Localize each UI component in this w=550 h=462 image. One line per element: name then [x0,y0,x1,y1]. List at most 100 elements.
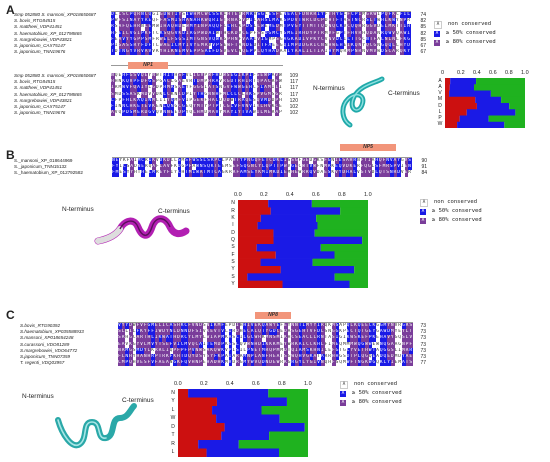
seq-num: 85 [420,24,426,31]
seq-name: S.margrebowiei_VDO64772 [20,347,78,353]
logo-bar [224,423,305,432]
legend-label: non conserved [354,381,398,387]
seq-name: Smp 052880 S. mansoni_XP018650687 [14,73,96,78]
seq-num: 67 [420,42,426,49]
logo-residue-label: L [171,406,175,413]
seq-name: S._mansoni_XP_018644969 [14,158,73,163]
logo-svg [445,78,525,129]
seq-names-a-bottom: Smp 052880 S. mansoni_XP018650687 S. bov… [14,73,96,116]
helix-structure-c [55,403,137,449]
logo-bar [501,96,525,104]
alignment-row: VYYDWFVFGMELICASHKCFVNDSNIKMFEPDIHHIVEKQ… [118,323,413,330]
logo-residue-label: M [437,96,443,103]
seq-nums-a-top: 74 82 85 82 85 67 67 [412,12,426,55]
logo-bar [449,84,474,91]
logo-bar [238,273,248,281]
panel-letter-a: A [6,3,15,17]
logo-bar [476,103,510,110]
legend-label: ≥ 50% conserved [432,208,482,214]
alignment-row: FYICSADNERQAFLAVFKDGPFAWNSQKTEEMSEFSQGNC… [112,164,412,171]
alignment-row: FEAVYYGPPSMFRWELFSGSIMTGNSVQWKGPHNFVAAIV… [111,36,411,43]
logo-tick-label: 1.0 [521,70,529,76]
logo-bar [206,448,279,458]
logo-residue-label: Y [231,266,235,273]
logo-residue-label: K [231,214,235,221]
logo-residue-label: F [231,251,235,258]
logo-bar [515,109,525,116]
logo-residue-label: N [231,200,235,207]
logo-bar [445,78,451,85]
legend-label: ≥ 80% conserved [352,399,402,405]
seq-names-a-top: Smp 052880 S. mansoni_XP018650687 S. bov… [14,12,96,55]
logo-tick-label: 0.6 [489,70,497,76]
logo-bar [457,121,505,129]
alignment-row: FINNCHKETEVKENLQNGCGEQYMTYPTPTCGLVFVNVIK… [111,103,283,111]
logo-residue-label: S [231,244,235,251]
c-terminus-label-a: C-terminus [388,90,420,97]
alignment-row: SLLILFKYFFIWDYNLDNNDFSIVKEVTVLIRDHECALQT… [118,329,413,336]
logo-bar [362,236,369,245]
logo-residue-label: T [171,432,175,439]
seq-name: S. japonicum_TNN19676 [14,49,66,55]
alignment-row: RSAFQEHRNLEMWIHAQHDLWMYINPAQQFCLHCKPDSLL… [111,24,411,31]
logo-residue-label: L [171,449,175,456]
logo-bar [256,244,321,252]
seq-num: 91 [421,164,427,171]
logo-bar [238,440,308,449]
logo-bar [270,207,341,215]
seq-name: Smp 052880 S. mansoni_XP018650687 [14,12,96,17]
seq-name: S.mansoni_XP018654248 [20,335,74,341]
logo-tick-label: 0.8 [278,381,286,387]
ruler-a-top [111,7,411,12]
logo-bar [178,397,217,407]
logo-bar [216,414,280,424]
logo-bar [349,280,368,289]
logo-bar [247,273,335,281]
logo-residue-label: R [231,207,235,214]
seq-names-c: S.bovis_RTG90392 S.haematobium_XP0355889… [20,323,84,366]
logo-bar [238,258,261,267]
logo-bar [490,90,525,98]
alignment-row: CMPQHVESFVFAEANGKFQVHNPEHADHKMVDRGMYWVQD… [118,360,413,367]
alignment-row: TDTNGYVRVAVVKYHIKNEMVEPPSAEFDSVEVCNQEPPL… [111,49,411,56]
logo-tick-label: 1.0 [304,381,312,387]
alignment-row: PWFSINAYYREQFFASMISHANAHKWQRIGTRNAGVPILA… [111,18,411,25]
ruler-b [112,153,412,158]
logo-tick-label: 0.0 [234,192,242,198]
seq-name: S. mattheei_VDP41451 [14,24,63,30]
alignment-row: FLNHYHANHRPTRKFKHTDQYDSYSYFKPAIARAMNPLAN… [118,353,413,361]
logo-tick-label: 0.6 [312,192,320,198]
logo-residue-label: I [232,222,234,229]
alignment-a-top: DLCSCPQRNCQGIGDWTIYSIWHMCWCSSKIHTEVRMRHS… [111,12,411,56]
helix-shade [119,218,171,236]
logo-bar [340,207,368,215]
logo-bar [504,121,525,129]
alignment-row: PIGASSRYFDFTLWAEICMYIVYEMRVVPSEWFTANDEDI… [111,42,411,50]
logo-bar [273,229,315,237]
logo-svg [238,200,369,289]
seq-names-b: S._mansoni_XP_018644969 S._japonicum_TNN… [14,158,83,177]
logo-bar [238,251,276,259]
logo-bar [178,448,207,458]
helix-structure-b [94,215,190,245]
logo-bar [212,406,262,415]
seq-num: 73 [420,347,426,354]
logo-bar [509,103,525,110]
logo-bar [282,280,350,289]
logo-bar [459,115,489,123]
seq-name: S. margrebowiei_VDP43821 [14,36,72,42]
logo-tick-label: 0.2 [457,70,465,76]
logo-bar [238,207,271,215]
seq-name: S.japonicum_TNN07359 [20,353,71,359]
logo-bar [280,266,355,274]
logo-bar [334,251,368,259]
logo-bar [466,109,516,116]
logo-bar [273,236,363,245]
logo-bar [178,423,225,432]
seq-name: S. bovis_RTG84515 [14,18,56,24]
logo-residue-label: N [171,389,175,396]
alignment-a-bottom: NQEHFGSVQEYNWTHITHSFVLIGVPWFHDWSEGIKPIFG… [111,73,283,117]
logo-bar [304,423,312,432]
